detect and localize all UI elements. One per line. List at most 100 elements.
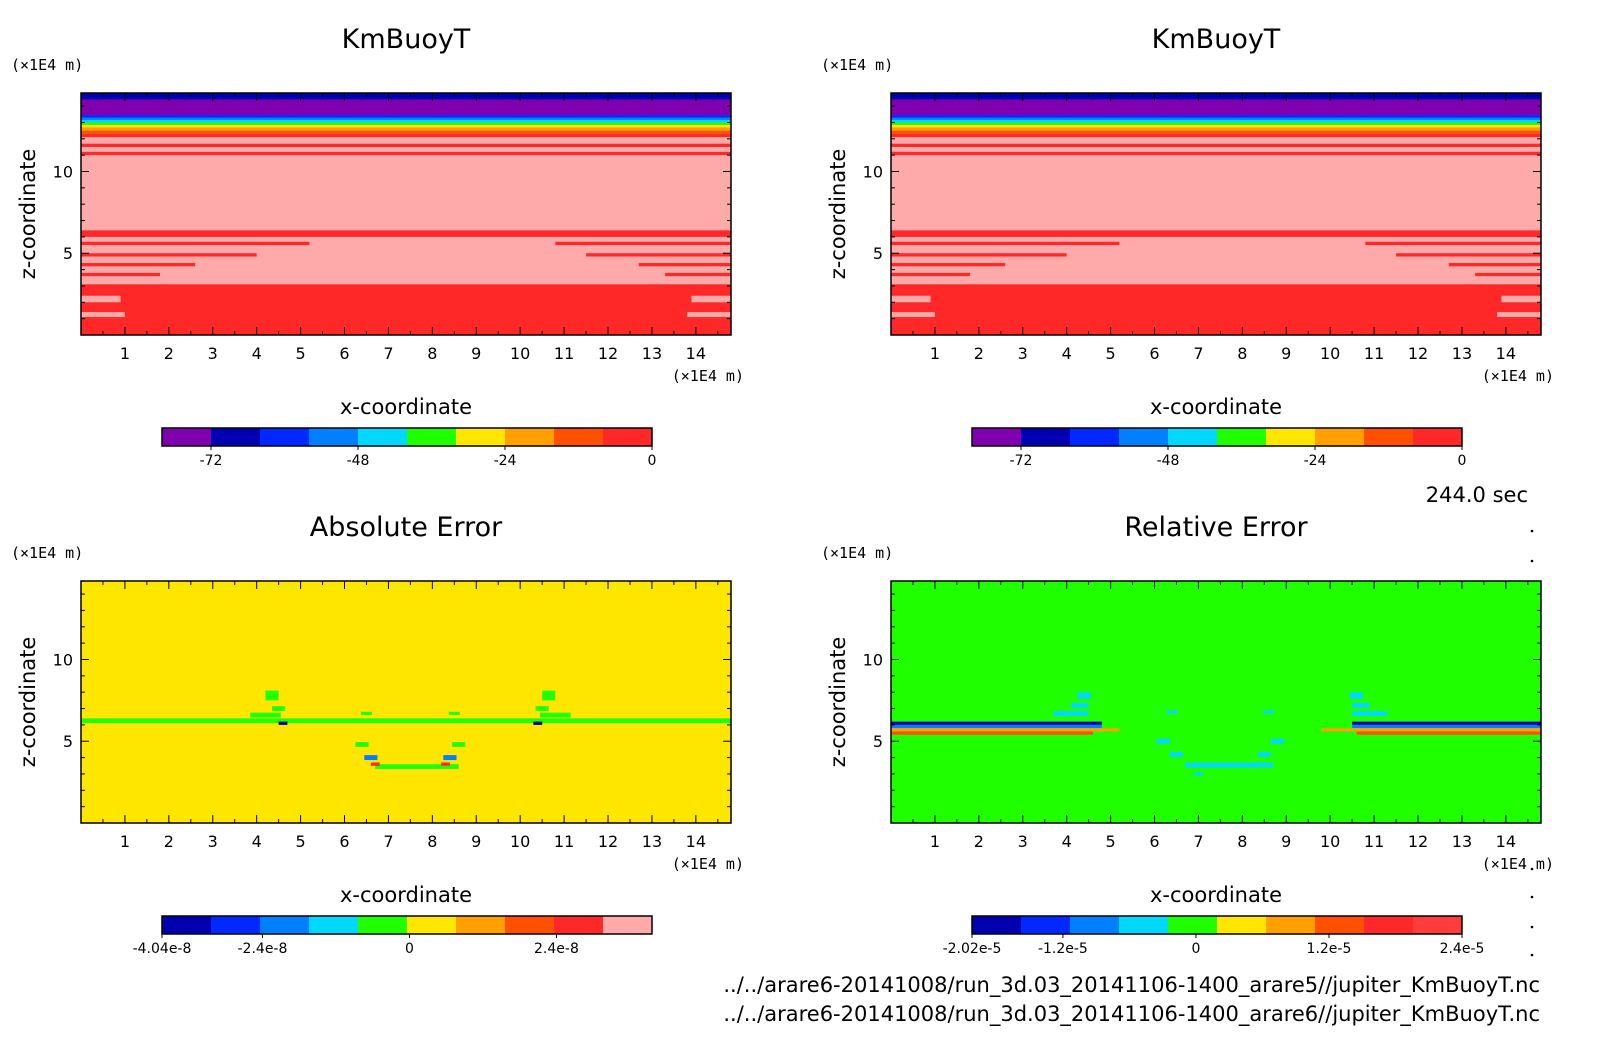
colorbar-swatch (603, 916, 653, 934)
contour-band (891, 724, 1102, 729)
contour-blob (1166, 710, 1178, 714)
colorbar-tick-label: 1.2e-5 (1307, 941, 1352, 957)
x-tick-label: 13 (642, 344, 662, 363)
colorbar-tick-label: 2.4e-8 (534, 941, 579, 957)
x-unit-label: (×1E4 m) (1482, 855, 1554, 873)
contour-blob (1194, 772, 1203, 776)
x-tick-label: 6 (339, 832, 349, 851)
colorbar-swatch (505, 916, 555, 934)
x-unit-label: (×1E4 m) (672, 367, 744, 385)
colorbar-swatch (1168, 428, 1218, 446)
colorbar-swatch (1119, 428, 1169, 446)
colorbar-swatch (260, 916, 310, 934)
colorbar-swatch (1021, 428, 1071, 446)
colorbar-tick-label: -2.02e-5 (943, 941, 1002, 957)
x-tick-label: 9 (1281, 832, 1291, 851)
contour-band (81, 93, 731, 100)
contour-band (81, 115, 731, 118)
x-tick-label: 5 (296, 344, 306, 363)
contour-blob (364, 755, 378, 761)
contour-blob (370, 762, 380, 766)
contour-band (81, 263, 196, 267)
colorbar-tick-label: -1.2e-5 (1038, 941, 1088, 957)
y-tick-label: 5 (63, 732, 73, 751)
contour-band (81, 272, 161, 277)
plot-frame (890, 92, 1542, 336)
contour-blob (360, 711, 372, 716)
x-tick-label: 1 (930, 344, 940, 363)
y-tick-label: 10 (53, 162, 73, 181)
contour-band (81, 241, 310, 246)
panel-3: Absolute Error(×1E4 m)1 2 3 4 5 6 7 8 9 10 11 12 13 1… (11, 512, 744, 957)
colorbar-tick-label: -24 (1304, 453, 1327, 469)
colorbar-frame (161, 915, 653, 935)
contour-band (891, 130, 1541, 134)
x-tick-label: 8 (1237, 832, 1247, 851)
x-tick-label: 10 (510, 344, 530, 363)
contour-band (586, 253, 731, 257)
colorbar-swatch (1217, 428, 1267, 446)
x-tick-label: 13 (1452, 344, 1472, 363)
colorbar-tick-label: 0 (1458, 453, 1467, 469)
contour-band (81, 117, 731, 120)
colorbar-swatch (211, 428, 261, 446)
contour-band (891, 122, 1541, 125)
contour-band (891, 115, 1541, 118)
x-tick-label: 3 (1018, 344, 1028, 363)
x-tick-label: 8 (427, 344, 437, 363)
contour-band (891, 263, 1006, 267)
file-path-1: ../../arare6-20141008/run_3d.03_20141106… (723, 973, 1540, 998)
x-tick-label: 11 (554, 832, 574, 851)
colorbar-tick-label: 0 (405, 941, 414, 957)
x-tick-label: 3 (208, 832, 218, 851)
contour-band (1352, 724, 1541, 729)
contour-band (1501, 295, 1541, 303)
y-axis-label: z-coordinate (826, 149, 850, 280)
x-tick-label: 4 (252, 344, 262, 363)
x-tick-label: 14 (1496, 832, 1516, 851)
contour-band (81, 122, 731, 125)
x-tick-label: 2 (974, 344, 984, 363)
x-tick-label: 11 (1364, 832, 1384, 851)
contour-band (891, 284, 1541, 335)
contour-band (1365, 241, 1541, 246)
panel-title: KmBuoyT (1152, 24, 1281, 55)
contour-blob (1053, 710, 1089, 716)
x-tick-label: 4 (1062, 832, 1072, 851)
contour-blob (272, 706, 286, 711)
colorbar-swatch (1413, 428, 1463, 446)
panels-group: KmBuoyT(×1E4 m)1 2 3 4 5 6 7 8 9 10 11 12 13 14510(×1… (11, 24, 1554, 957)
x-tick-label: 6 (1149, 832, 1159, 851)
contour-band (891, 272, 971, 277)
y-unit-label: (×1E4 m) (821, 56, 893, 74)
time-label: 244.0 sec (1426, 483, 1528, 507)
contour-band (81, 133, 731, 138)
y-unit-label: (×1E4 m) (11, 56, 83, 74)
colorbar-tick-label: -72 (1010, 453, 1033, 469)
colorbar-swatch (972, 916, 1022, 934)
contour-blob (1352, 702, 1370, 708)
x-tick-label: 12 (598, 832, 618, 851)
heatmap-field (891, 93, 1541, 335)
x-tick-label: 6 (1149, 344, 1159, 363)
contour-band (891, 295, 931, 303)
colorbar-swatch (162, 428, 212, 446)
colorbar: -72 -48 -24 0 (971, 427, 1467, 469)
colorbar-swatch (1168, 916, 1218, 934)
x-tick-label: 12 (1408, 832, 1428, 851)
x-axis-label: x-coordinate (340, 883, 472, 907)
colorbar-tick-label: -24 (494, 453, 517, 469)
x-tick-label: 9 (471, 832, 481, 851)
contour-band (81, 124, 731, 128)
colorbar-swatch (162, 916, 212, 934)
contour-band (891, 230, 1541, 237)
contour-band (1356, 731, 1541, 735)
contour-band (891, 117, 1541, 120)
contour-band (81, 151, 731, 156)
x-tick-label: 5 (1106, 832, 1116, 851)
contour-band (1396, 253, 1541, 257)
x-tick-label: 8 (427, 832, 437, 851)
contour-band (81, 127, 731, 131)
contour-blob (355, 742, 369, 747)
